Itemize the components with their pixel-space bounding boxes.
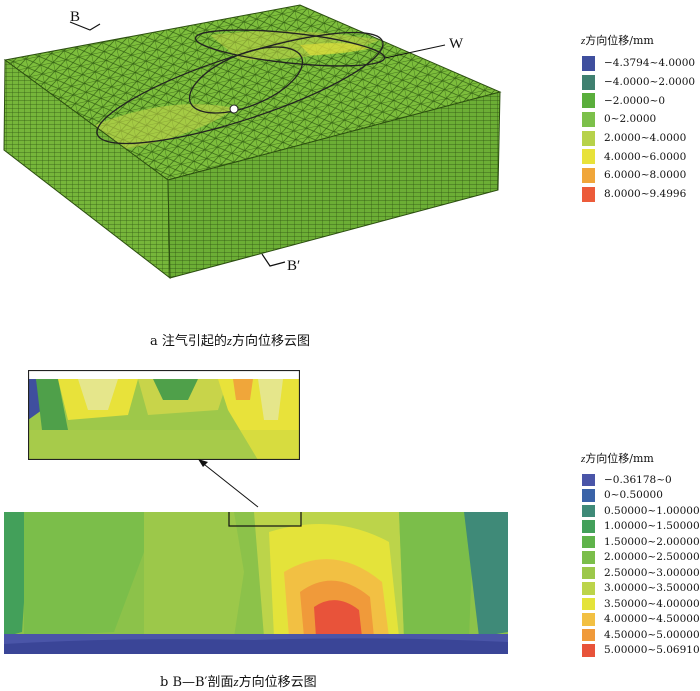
legend-a-label: −2.0000~0 (604, 94, 666, 107)
legend-a-label: 6.0000~8.0000 (604, 169, 687, 182)
legend-a-item: 2.0000~4.0000 (581, 129, 695, 148)
label-b-prime: B′ (287, 258, 301, 274)
legend-b-item: 4.00000~4.50000 (581, 612, 700, 628)
zoom-box (228, 512, 302, 527)
cross-section (4, 512, 508, 654)
legend-a-label: 4.0000~6.0000 (604, 150, 687, 163)
legend-b-label: 1.50000~2.00000 (604, 535, 700, 548)
legend-b-label: 4.50000~5.00000 (604, 628, 700, 641)
legend-a-swatch (581, 92, 596, 110)
legend-a-item: 0~2.0000 (581, 110, 695, 129)
legend-a: z方向位移/mm −4.3794~4.0000 −4.0000~2.0000 −2.… (581, 32, 695, 204)
legend-a-swatch (581, 73, 596, 91)
legend-a-item: 4.0000~6.0000 (581, 147, 695, 166)
influence-ellipse (188, 46, 304, 114)
legend-b-swatch (581, 643, 596, 658)
legend-b-swatch (581, 534, 596, 549)
legend-b-label: 3.50000~4.00000 (604, 597, 700, 610)
legend-a-label: −4.3794~4.0000 (604, 57, 696, 70)
legend-b-item: 2.00000~2.50000 (581, 550, 700, 566)
uplift-zone (300, 43, 372, 55)
legend-b-title: z方向位移/mm (581, 452, 654, 465)
legend-b: z方向位移/mm −0.36178~0 0~0.50000 0.50000~1.00… (581, 450, 700, 658)
legend-b-swatch (581, 565, 596, 580)
section-marker-b-prime (261, 253, 286, 267)
uplift-zone (210, 31, 380, 60)
legend-a-label: 2.0000~4.0000 (604, 132, 687, 145)
legend-b-item: 0~0.50000 (581, 488, 700, 504)
influence-ellipse (194, 29, 386, 67)
legend-b-item: 2.50000~3.00000 (581, 565, 700, 581)
legend-b-swatch (581, 519, 596, 534)
legend-b-swatch (581, 581, 596, 596)
figure-a-3d-model (3, 4, 502, 280)
zoom-arrow (198, 459, 259, 508)
legend-b-swatch (581, 550, 596, 565)
legend-a-swatch (581, 166, 596, 184)
legend-a-item: 6.0000~8.0000 (581, 166, 695, 185)
legend-b-swatch (581, 488, 596, 503)
legend-b-label: 2.50000~3.00000 (604, 566, 700, 579)
legend-b-label: 2.00000~2.50000 (604, 551, 700, 564)
legend-a-swatch (581, 54, 596, 72)
legend-b-item: 4.50000~5.00000 (581, 627, 700, 643)
legend-a-label: 0~2.0000 (604, 113, 657, 126)
legend-a-swatch (581, 129, 596, 147)
legend-b-swatch (581, 612, 596, 627)
legend-b-swatch (581, 627, 596, 642)
legend-b-item: 1.00000~1.50000 (581, 519, 700, 535)
legend-a-label: −4.0000~2.0000 (604, 76, 696, 89)
zoom-inset (28, 370, 300, 460)
legend-a-swatch (581, 148, 596, 166)
legend-b-label: 5.00000~5.06910 (604, 644, 700, 657)
legend-a-swatch (581, 110, 596, 128)
legend-b-label: 1.00000~1.50000 (604, 520, 700, 533)
legend-a-swatch (581, 185, 596, 203)
legend-a-item: −2.0000~0 (581, 91, 695, 110)
legend-b-swatch (581, 472, 596, 487)
section-marker-b (69, 21, 101, 31)
legend-b-label: 3.00000~3.50000 (604, 582, 700, 595)
caption-b: b B—B′剖面z方向位移云图 (160, 674, 317, 690)
legend-a-label: 8.0000~9.4996 (604, 188, 687, 201)
well-point (229, 104, 239, 114)
legend-a-item: −4.3794~4.0000 (581, 54, 695, 73)
label-well: W (449, 36, 464, 52)
legend-b-label: 4.00000~4.50000 (604, 613, 700, 626)
legend-b-label: 0.50000~1.00000 (604, 504, 700, 517)
right-side-face (167, 91, 501, 279)
legend-a-item: 8.0000~9.4996 (581, 185, 695, 204)
legend-b-swatch (581, 596, 596, 611)
legend-b-item: 0.50000~1.00000 (581, 503, 700, 519)
uplift-zone (95, 104, 235, 150)
well-pointer (384, 44, 446, 59)
legend-b-item: 3.00000~3.50000 (581, 581, 700, 597)
caption-a: a 注气引起的z方向位移云图 (150, 333, 310, 349)
legend-b-label: −0.36178~0 (604, 473, 672, 486)
legend-b-item: −0.36178~0 (581, 472, 700, 488)
legend-a-item: −4.0000~2.0000 (581, 73, 695, 92)
influence-ellipse (96, 31, 384, 145)
legend-b-item: 1.50000~2.00000 (581, 534, 700, 550)
legend-b-swatch (581, 503, 596, 518)
legend-b-label: 0~0.50000 (604, 489, 663, 502)
legend-b-item: 3.50000~4.00000 (581, 596, 700, 612)
legend-a-title: z方向位移/mm (581, 34, 654, 47)
label-b: B (70, 9, 81, 25)
legend-b-item: 5.00000~5.06910 (581, 643, 700, 659)
